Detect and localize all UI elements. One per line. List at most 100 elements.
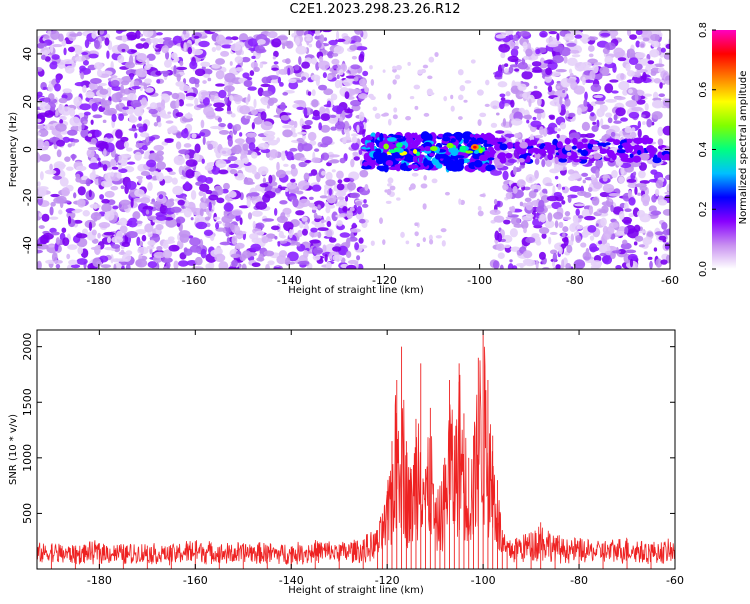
noise-blob	[54, 259, 63, 264]
noise-blob	[558, 221, 564, 229]
noise-blob	[647, 60, 655, 65]
noise-blob	[416, 243, 421, 248]
noise-blob	[564, 33, 575, 38]
noise-blob	[580, 242, 587, 248]
noise-blob	[273, 61, 279, 65]
noise-blob	[338, 213, 348, 218]
noise-blob	[55, 110, 59, 117]
signal-blob	[365, 136, 373, 141]
noise-blob	[512, 165, 517, 175]
noise-blob	[333, 45, 345, 55]
noise-blob	[339, 157, 346, 164]
noise-blob	[200, 61, 211, 67]
noise-blob	[353, 156, 360, 161]
noise-blob	[552, 252, 558, 263]
noise-blob	[531, 61, 542, 67]
noise-blob	[352, 222, 357, 227]
noise-blob	[642, 93, 653, 97]
noise-blob	[292, 197, 299, 208]
noise-blob	[287, 251, 299, 262]
noise-blob	[272, 56, 276, 60]
noise-blob	[393, 107, 398, 113]
noise-blob	[573, 259, 586, 269]
noise-blob	[532, 66, 542, 73]
noise-blob	[400, 231, 405, 238]
noise-blob	[604, 42, 616, 51]
noise-blob	[546, 195, 559, 202]
noise-blob	[147, 181, 153, 191]
noise-blob	[409, 95, 415, 100]
signal-blob	[369, 141, 375, 151]
noise-blob	[625, 100, 638, 108]
noise-blob	[93, 62, 104, 70]
x-tick-label: -180	[87, 574, 112, 587]
signal-blob	[383, 143, 389, 150]
noise-blob	[414, 105, 419, 110]
noise-blob	[104, 37, 110, 46]
noise-blob	[267, 98, 275, 106]
noise-blob	[70, 264, 81, 269]
noise-blob	[435, 235, 443, 239]
signal-blob	[387, 143, 396, 151]
noise-blob	[624, 226, 629, 235]
noise-blob	[197, 175, 208, 183]
signal-blob	[454, 155, 465, 159]
noise-blob	[626, 48, 636, 59]
noise-blob	[440, 228, 447, 233]
noise-blob	[215, 83, 225, 87]
noise-blob	[626, 70, 635, 77]
noise-blob	[497, 252, 505, 260]
signal-blob	[591, 145, 600, 151]
noise-blob	[282, 124, 293, 129]
noise-blob	[296, 106, 305, 111]
x-tick-label: -120	[372, 274, 397, 287]
noise-blob	[321, 30, 333, 33]
noise-blob	[336, 170, 344, 180]
signal-blob	[518, 158, 525, 163]
noise-blob	[289, 147, 298, 152]
noise-blob	[215, 70, 225, 80]
noise-blob	[92, 114, 103, 119]
noise-blob	[88, 189, 92, 198]
signal-blob	[366, 156, 372, 164]
noise-blob	[567, 175, 576, 182]
signal-blob	[657, 138, 664, 146]
noise-blob	[633, 224, 641, 233]
noise-blob	[253, 66, 260, 73]
noise-blob	[357, 93, 368, 99]
noise-blob	[510, 48, 519, 58]
noise-blob	[405, 240, 410, 245]
noise-blob	[37, 42, 45, 49]
noise-blob	[202, 192, 207, 202]
noise-blob	[198, 40, 210, 48]
noise-blob	[308, 43, 313, 48]
noise-blob	[55, 195, 67, 204]
noise-blob	[644, 103, 649, 111]
noise-blob	[139, 132, 150, 138]
noise-blob	[659, 82, 663, 89]
noise-blob	[274, 235, 278, 240]
noise-blob	[565, 262, 572, 269]
noise-blob	[253, 117, 264, 125]
noise-blob	[125, 31, 138, 41]
noise-blob	[549, 168, 560, 174]
noise-blob	[307, 91, 312, 96]
noise-blob	[186, 259, 198, 266]
signal-blob	[599, 148, 607, 153]
noise-blob	[655, 258, 663, 268]
noise-blob	[500, 52, 506, 59]
noise-blob	[247, 93, 251, 102]
noise-blob	[581, 208, 592, 219]
signal-blob	[498, 152, 506, 158]
signal-blob	[601, 142, 607, 147]
noise-blob	[552, 46, 563, 52]
signal-blob	[450, 138, 456, 143]
signal-blob	[493, 143, 502, 151]
noise-blob	[629, 161, 642, 167]
noise-blob	[659, 32, 663, 38]
noise-blob	[106, 236, 112, 244]
noise-blob	[255, 201, 268, 210]
signal-blob	[641, 137, 651, 143]
noise-blob	[611, 90, 619, 94]
noise-blob	[327, 50, 334, 59]
